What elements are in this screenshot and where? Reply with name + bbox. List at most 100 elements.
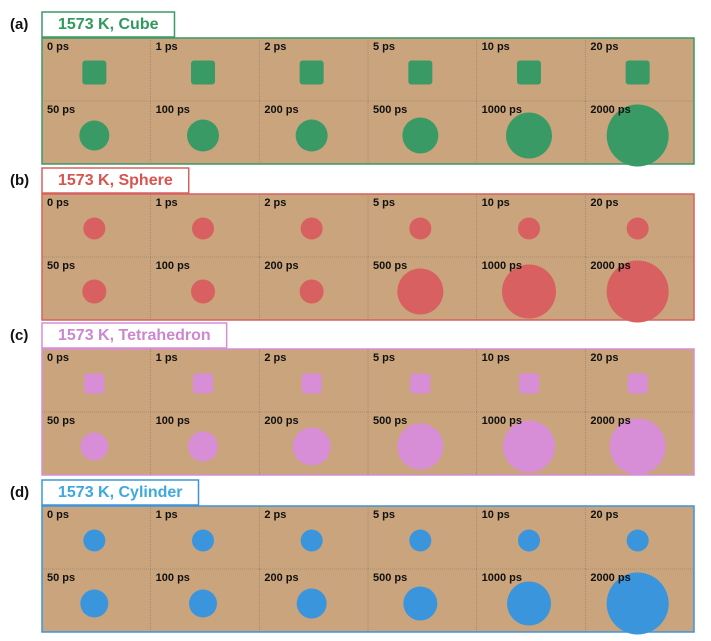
frame-time: 0 ps bbox=[47, 509, 69, 521]
particle bbox=[402, 117, 439, 154]
panel-title: 1573 K, Sphere bbox=[58, 172, 173, 189]
frame-time: 5 ps bbox=[373, 509, 395, 521]
particle bbox=[189, 589, 217, 618]
particle bbox=[82, 60, 107, 85]
title-box bbox=[41, 167, 190, 194]
particle bbox=[606, 572, 669, 635]
frame-time: 500 ps bbox=[373, 104, 407, 116]
panel-title: 1573 K, Cylinder bbox=[58, 484, 183, 501]
particle bbox=[606, 104, 669, 167]
frame-time: 10 ps bbox=[482, 352, 510, 364]
frame-time: 10 ps bbox=[482, 509, 510, 521]
particle bbox=[83, 217, 106, 240]
frame-time: 2 ps bbox=[264, 41, 286, 53]
frame-time: 200 ps bbox=[264, 415, 298, 427]
panel-title: 1573 K, Cube bbox=[58, 16, 159, 33]
particle bbox=[82, 279, 107, 304]
panel-label: (b) bbox=[10, 172, 29, 189]
frame-time: 50 ps bbox=[47, 415, 75, 427]
particle bbox=[193, 373, 213, 394]
particle bbox=[80, 432, 109, 461]
frame-time: 1000 ps bbox=[482, 104, 522, 116]
particle bbox=[296, 588, 327, 619]
frame-time: 2 ps bbox=[264, 197, 286, 209]
frame-time: 20 ps bbox=[590, 352, 618, 364]
particle bbox=[397, 268, 444, 315]
frame-time: 1 ps bbox=[156, 197, 178, 209]
particle bbox=[625, 60, 650, 85]
frame-time: 10 ps bbox=[482, 197, 510, 209]
frame-time: 20 ps bbox=[590, 197, 618, 209]
title-box bbox=[41, 322, 228, 349]
frame-time: 2000 ps bbox=[590, 415, 630, 427]
frame-time: 200 ps bbox=[264, 572, 298, 584]
particle bbox=[84, 373, 105, 394]
particle bbox=[606, 260, 669, 323]
particle bbox=[192, 217, 214, 240]
frame-time: 200 ps bbox=[264, 260, 298, 272]
particle bbox=[301, 373, 322, 394]
particle bbox=[626, 217, 649, 240]
panel-label: (c) bbox=[10, 327, 28, 344]
frame-time: 20 ps bbox=[590, 41, 618, 53]
particle bbox=[397, 423, 444, 470]
particle bbox=[187, 119, 219, 152]
frame-time: 20 ps bbox=[590, 509, 618, 521]
particle bbox=[191, 279, 215, 304]
particle bbox=[519, 373, 539, 394]
particle bbox=[518, 217, 540, 240]
particle bbox=[192, 529, 214, 552]
particle bbox=[295, 119, 328, 152]
frame-time: 1 ps bbox=[156, 352, 178, 364]
particle bbox=[410, 373, 431, 394]
frame-time: 100 ps bbox=[156, 415, 190, 427]
particle bbox=[83, 529, 106, 552]
particle bbox=[626, 529, 649, 552]
frame-time: 2 ps bbox=[264, 352, 286, 364]
particle bbox=[502, 264, 556, 319]
frame-time: 100 ps bbox=[156, 104, 190, 116]
particle bbox=[403, 586, 438, 621]
frame-time: 100 ps bbox=[156, 260, 190, 272]
frame-time: 2000 ps bbox=[590, 104, 630, 116]
particle bbox=[409, 217, 432, 240]
particle bbox=[300, 529, 323, 552]
frame-time: 2 ps bbox=[264, 509, 286, 521]
panel-label: (a) bbox=[10, 16, 28, 33]
particle bbox=[518, 529, 540, 552]
frame-time: 2000 ps bbox=[590, 572, 630, 584]
particle bbox=[507, 581, 551, 626]
frame-time: 10 ps bbox=[482, 41, 510, 53]
frame-time: 50 ps bbox=[47, 260, 75, 272]
particle bbox=[80, 589, 109, 618]
panel-title: 1573 K, Tetrahedron bbox=[58, 327, 211, 344]
frame-time: 200 ps bbox=[264, 104, 298, 116]
frame-time: 50 ps bbox=[47, 572, 75, 584]
particle bbox=[299, 60, 324, 85]
frame-time: 5 ps bbox=[373, 197, 395, 209]
particle bbox=[188, 431, 218, 462]
frame-time: 2000 ps bbox=[590, 260, 630, 272]
frame-time: 100 ps bbox=[156, 572, 190, 584]
particle bbox=[79, 120, 110, 151]
particle bbox=[506, 112, 552, 159]
particle bbox=[409, 529, 432, 552]
frame-time: 500 ps bbox=[373, 415, 407, 427]
frame-time: 1 ps bbox=[156, 41, 178, 53]
frame-time: 0 ps bbox=[47, 352, 69, 364]
frame-time: 1000 ps bbox=[482, 572, 522, 584]
title-box bbox=[41, 11, 176, 38]
panel-label: (d) bbox=[10, 484, 29, 501]
particle bbox=[627, 373, 648, 394]
particle bbox=[609, 418, 666, 475]
frame-time: 50 ps bbox=[47, 104, 75, 116]
particle bbox=[191, 60, 215, 85]
frame-time: 1000 ps bbox=[482, 415, 522, 427]
frame-time: 1 ps bbox=[156, 509, 178, 521]
frame-time: 5 ps bbox=[373, 41, 395, 53]
particle bbox=[292, 427, 331, 466]
particle bbox=[300, 217, 323, 240]
particle bbox=[408, 60, 433, 85]
frame-time: 500 ps bbox=[373, 260, 407, 272]
